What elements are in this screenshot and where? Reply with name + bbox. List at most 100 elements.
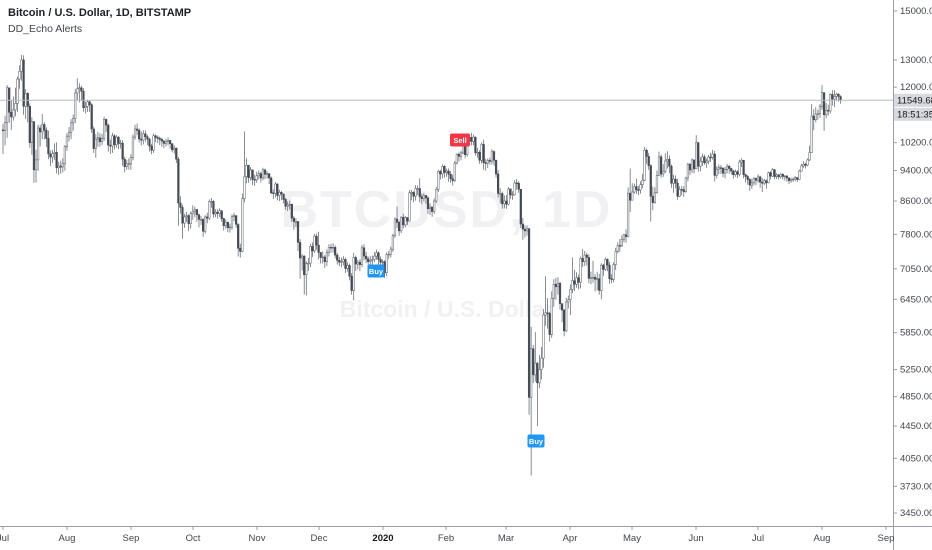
candle (43, 124, 46, 131)
indicator-legend[interactable]: DD_Echo Alerts (8, 23, 83, 35)
candle (614, 251, 617, 265)
candle (74, 92, 77, 119)
candle (177, 158, 180, 204)
candle (144, 133, 147, 137)
candle (563, 309, 566, 332)
candle (303, 255, 306, 276)
candle (313, 235, 316, 252)
candle (356, 261, 359, 265)
price-tick-label: 4850.00 (900, 392, 932, 403)
candle (443, 166, 446, 173)
candle (393, 218, 397, 236)
candle (808, 152, 811, 161)
candle (651, 196, 654, 203)
candle (232, 215, 236, 217)
candle (554, 284, 557, 288)
candle (787, 177, 791, 181)
candle (127, 163, 130, 165)
candle (140, 138, 143, 141)
time-axis[interactable]: Jul Aug Sep Oct Nov Dec 2020 Feb Mar Apr May Jun Jul… (0, 526, 895, 545)
candle (98, 137, 102, 143)
candle (478, 152, 481, 161)
candle (552, 284, 555, 299)
candle (171, 143, 174, 151)
symbol-title[interactable]: Bitcoin / U.S. Dollar, 1D, BITSTAMP (8, 7, 192, 19)
candle (195, 209, 199, 216)
candle (781, 174, 784, 177)
candle (72, 118, 75, 124)
candle (676, 182, 679, 197)
candle (480, 144, 483, 161)
candle (717, 167, 720, 170)
candle (538, 369, 541, 384)
candle (445, 170, 448, 173)
candle (726, 166, 729, 170)
candle (331, 247, 335, 249)
candle (499, 193, 502, 195)
candle (160, 139, 163, 142)
candle (344, 259, 347, 269)
candle (569, 289, 572, 301)
candle (674, 178, 677, 184)
candle (742, 160, 745, 175)
candle (298, 242, 302, 259)
candle (166, 140, 170, 142)
candle (292, 217, 295, 222)
candle (268, 173, 271, 179)
candle (404, 217, 407, 226)
price-tick-label: 12000.00 (900, 82, 932, 93)
price-axis[interactable]: 15000.00 13000.00 12000.00 10200.00 9400.00 8… (893, 6, 932, 519)
sell-marker: Sell (450, 133, 470, 147)
candle (424, 195, 428, 199)
time-tick-label: Sep (878, 533, 895, 544)
candle (567, 299, 570, 303)
candle (825, 109, 828, 116)
candle (474, 136, 477, 153)
price-tick-label: 8600.00 (900, 196, 932, 207)
candle (301, 255, 304, 259)
candle (492, 151, 496, 161)
candle (560, 303, 564, 311)
candle (282, 193, 285, 200)
candle (523, 228, 527, 232)
candle (660, 156, 663, 175)
candle (472, 136, 475, 142)
candle (32, 121, 36, 171)
candle (418, 188, 421, 197)
candle (352, 257, 355, 291)
candle (501, 193, 504, 205)
candle (721, 167, 725, 174)
candle (179, 202, 182, 208)
candle (309, 246, 312, 264)
candle (600, 264, 603, 291)
time-tick-label: Nov (249, 533, 266, 544)
candle (796, 177, 799, 180)
candle (364, 255, 368, 260)
candle (577, 277, 580, 283)
price-tick-label: 3450.00 (900, 508, 932, 519)
candle (769, 172, 772, 177)
candle (241, 198, 244, 252)
candle (96, 137, 100, 140)
candle (389, 248, 392, 255)
candle (348, 265, 351, 277)
candle (457, 154, 461, 157)
candle (222, 218, 225, 226)
candle (789, 179, 793, 181)
candle (239, 247, 242, 252)
marker-label: Sell (453, 136, 466, 145)
candle (321, 256, 324, 259)
price-tick-label: 4050.00 (900, 453, 932, 464)
candle (666, 158, 669, 162)
candle (672, 178, 675, 184)
candle (684, 177, 687, 192)
candle (829, 94, 832, 112)
candle (340, 261, 343, 263)
candle (527, 228, 531, 398)
countdown-label: 18:51:35 (897, 109, 932, 120)
candle (505, 200, 508, 205)
candle (228, 226, 232, 229)
candle (406, 217, 409, 222)
